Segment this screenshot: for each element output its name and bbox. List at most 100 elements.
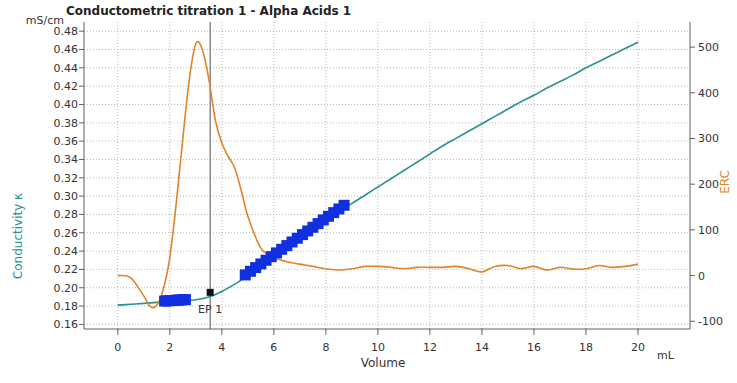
- y-grid-line: [84, 104, 690, 105]
- x-grid-line: [325, 22, 326, 329]
- x-grid-line: [169, 22, 170, 329]
- background: [0, 0, 737, 383]
- y2-axis-line: [690, 22, 691, 329]
- y-grid-line: [84, 49, 690, 50]
- x-tick: [481, 329, 482, 335]
- y-tick: [79, 196, 84, 197]
- x-tick: [637, 329, 638, 335]
- y-tick: [79, 214, 84, 215]
- y-tick: [79, 177, 84, 178]
- y-tick-label: 0.48: [54, 25, 79, 38]
- endpoint-marker: [207, 289, 214, 296]
- y-tick-label: 0.32: [54, 172, 79, 185]
- series-line: [118, 41, 638, 307]
- x-tick: [273, 329, 274, 335]
- y-tick: [79, 122, 84, 123]
- y-grid-line: [84, 324, 690, 325]
- y-grid-line: [84, 269, 690, 270]
- y-tick: [79, 67, 84, 68]
- y2-tick-label: 300: [698, 132, 719, 145]
- x-grid-line: [481, 22, 482, 329]
- y-tick-label: 0.20: [54, 282, 79, 295]
- x-axis-line: [84, 329, 690, 330]
- x-tick-label: 0: [114, 341, 121, 354]
- y2-tick-label: 200: [698, 178, 719, 191]
- x-unit: mL: [657, 349, 675, 362]
- y-grid-line: [84, 31, 690, 32]
- x-tick-label: 8: [322, 341, 329, 354]
- x-axis-title: Volume: [361, 356, 406, 370]
- y2-tick-label: 0: [698, 270, 705, 283]
- x-tick-label: 4: [218, 341, 225, 354]
- y2-tick: [690, 275, 695, 276]
- title: Conductometric titration 1 - Alpha Acids…: [66, 4, 351, 18]
- y-grid-line: [84, 196, 690, 197]
- y-tick: [79, 324, 84, 325]
- y2-tick-label: 500: [698, 41, 719, 54]
- x-tick: [429, 329, 430, 335]
- y-tick: [79, 31, 84, 32]
- y2-tick-label: 100: [698, 224, 719, 237]
- y-grid-line: [84, 251, 690, 252]
- y-tick-label: 0.42: [54, 80, 79, 93]
- y-tick: [79, 49, 84, 50]
- y-tick: [79, 141, 84, 142]
- y2-tick-label: 400: [698, 87, 719, 100]
- x-tick: [169, 329, 170, 335]
- x-tick: [585, 329, 586, 335]
- y2-axis-title: ERC: [718, 170, 732, 194]
- y-tick-label: 0.16: [54, 318, 79, 331]
- y-grid-line: [84, 287, 690, 288]
- y-tick-label: 0.34: [54, 153, 79, 166]
- y2-tick: [690, 184, 695, 185]
- y-tick-label: 0.22: [54, 263, 79, 276]
- x-grid-line: [637, 22, 638, 329]
- y2-tick: [690, 229, 695, 230]
- axes: 024681012141618200.160.180.200.220.240.2…: [54, 22, 723, 354]
- plot-data: [118, 22, 638, 329]
- y2-tick: [690, 321, 695, 322]
- y-tick: [79, 269, 84, 270]
- x-tick-label: 10: [371, 341, 385, 354]
- y-grid-line: [84, 67, 690, 68]
- y-tick: [79, 287, 84, 288]
- y2-tick: [690, 138, 695, 139]
- grid: [84, 22, 690, 329]
- x-tick: [533, 329, 534, 335]
- y-tick: [79, 251, 84, 252]
- x-tick: [221, 329, 222, 335]
- x-tick-label: 18: [579, 341, 593, 354]
- y-grid-line: [84, 232, 690, 233]
- y-tick: [79, 159, 84, 160]
- x-tick: [325, 329, 326, 335]
- endpoint-line: [210, 22, 211, 329]
- y-tick-label: 0.28: [54, 208, 79, 221]
- y-tick: [79, 306, 84, 307]
- y-tick-label: 0.46: [54, 43, 79, 56]
- x-tick-label: 20: [631, 341, 645, 354]
- y-grid-line: [84, 86, 690, 87]
- y-tick: [79, 232, 84, 233]
- y-tick-label: 0.40: [54, 98, 79, 111]
- y-grid-line: [84, 177, 690, 178]
- y-axis-title: Conductivity κ: [11, 193, 25, 279]
- y-tick-label: 0.24: [54, 245, 79, 258]
- endpoint-label: EP 1: [198, 303, 222, 316]
- y-grid-line: [84, 122, 690, 123]
- y2-tick-label: -100: [698, 315, 723, 328]
- x-tick-label: 16: [527, 341, 541, 354]
- y-grid-line: [84, 141, 690, 142]
- y-grid-line: [84, 159, 690, 160]
- y2-tick: [690, 47, 695, 48]
- x-tick-label: 6: [270, 341, 277, 354]
- fit-marker: [339, 200, 350, 211]
- chart: 024681012141618200.160.180.200.220.240.2…: [0, 0, 737, 383]
- x-tick-label: 2: [166, 341, 173, 354]
- x-tick-label: 12: [423, 341, 437, 354]
- y-tick-label: 0.44: [54, 62, 79, 75]
- fit-marker: [180, 294, 191, 305]
- y-unit: mS/cm: [26, 14, 64, 27]
- y-tick: [79, 86, 84, 87]
- y-tick-label: 0.30: [54, 190, 79, 203]
- y-tick-label: 0.18: [54, 300, 79, 313]
